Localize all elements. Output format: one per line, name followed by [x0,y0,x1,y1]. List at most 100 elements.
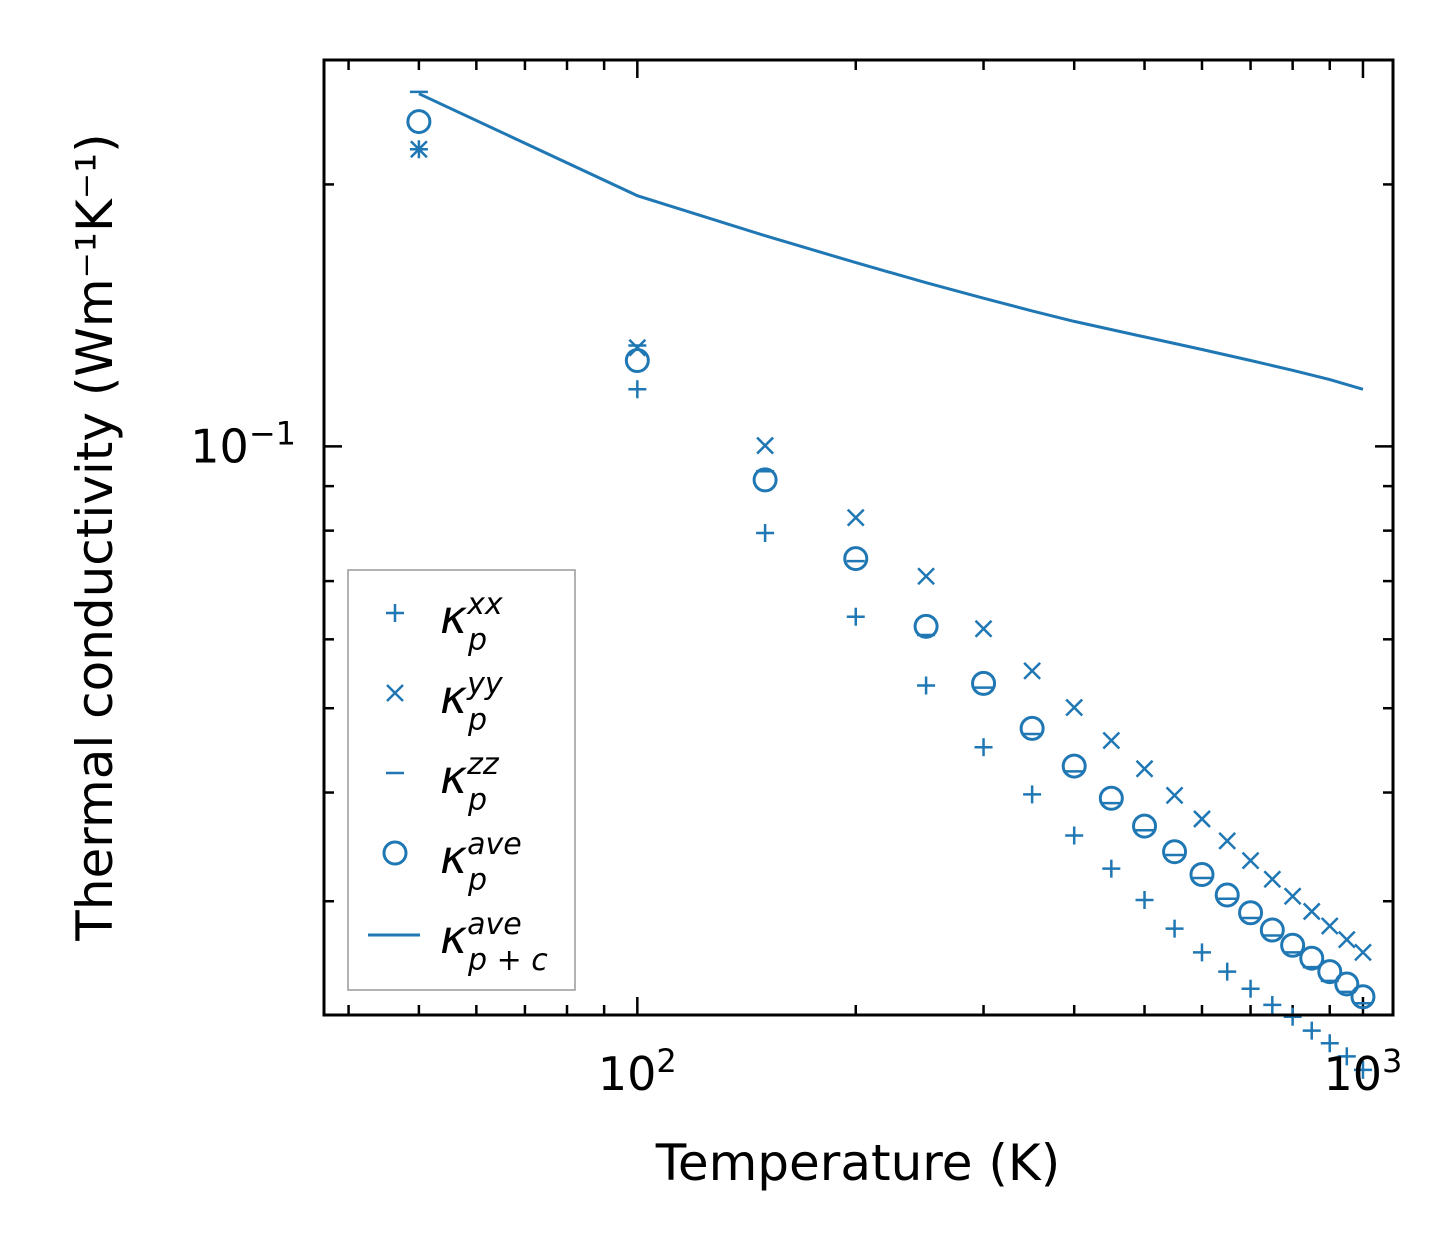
series-kappa_p^ave [406,109,1376,1010]
data-point [974,738,993,757]
data-point [1302,902,1321,921]
x-stroke-2 [628,338,647,357]
x-stroke-2 [974,619,993,638]
x-stroke-2 [410,140,428,159]
x-stroke-2 [1102,731,1121,750]
legend-label: κave p [440,827,522,898]
x-stroke-2 [1302,902,1321,921]
legend-frame [347,569,576,991]
data-point [1263,995,1282,1014]
data-point [410,140,428,159]
data-point [1337,1047,1356,1066]
x-stroke-2 [1065,698,1084,717]
legend-marker [382,840,408,866]
data-point [1065,826,1084,845]
x-stroke-2 [1320,917,1339,935]
data-point [1334,971,1360,997]
legend-marker [386,604,404,622]
data-point [1135,759,1154,778]
data-point [1098,785,1124,811]
data-point [756,524,775,543]
legend-label: κyy p [440,667,504,738]
data-point [917,676,936,695]
x-stroke-2 [1193,810,1211,828]
data-point [1337,930,1356,949]
legend-entry-kappa_p^xx: κxx p [386,587,503,658]
data-point [1023,661,1042,680]
x-stroke-2 [1165,786,1184,805]
data-point [1354,943,1372,962]
data-point [913,613,939,639]
data-point [756,436,774,455]
data-point [1238,900,1264,926]
data-point [1263,870,1282,889]
x-stroke-2 [1218,831,1237,850]
data-point [1189,861,1215,887]
data-point [1193,810,1211,828]
axis-ticks [324,60,1393,1015]
data-point [1165,919,1184,938]
data-point [1317,959,1343,985]
x-stroke-2 [1354,943,1372,962]
data-point [1192,943,1211,962]
legend: κxx p κyy p κzz p κave p κave p + c [347,569,576,991]
x-stroke-2 [1263,870,1282,889]
data-point [1283,1007,1302,1026]
data-point [1302,1021,1321,1040]
series-kappa_p^yy [410,140,1372,962]
data-point [1132,813,1158,839]
data-point [752,467,778,493]
data-point [1350,984,1376,1010]
data-point [846,607,865,626]
data-point [917,567,935,586]
data-point [1061,753,1087,779]
x-stroke-2 [1337,930,1356,949]
x-stroke-2 [1135,759,1154,778]
data-point [1214,882,1240,908]
data-point [843,546,869,572]
data-point [1280,932,1306,958]
data-point [1283,887,1302,906]
x-stroke-2 [846,508,865,527]
data-point [628,380,647,399]
data-point [628,338,647,357]
data-point [1320,1034,1339,1053]
legend-label: κave p + c [440,907,548,978]
legend-label: κzz p [440,747,500,818]
data-point [1320,917,1339,935]
x-axis-label: Temperature (K) [655,1134,1060,1192]
data-point [1102,859,1121,878]
data-point [1135,890,1154,909]
data-point [1241,979,1260,998]
data-point [1165,786,1184,805]
legend-entry-kappa_p^zz: κzz p [386,747,500,818]
x-stroke-2 [917,567,935,586]
data-point [1019,715,1045,741]
data-point [1241,851,1260,870]
data-point [1353,1060,1372,1079]
x-stroke-2 [386,684,404,702]
series-line [418,92,1364,391]
plot-frame [322,58,1395,1017]
legend-label: κxx p [440,587,503,658]
data-point [1218,831,1237,850]
series-kappa_p+c^ave [418,92,1364,391]
legend-entry-kappa_p^yy: κyy p [386,667,504,738]
legend-entry-kappa_p^ave: κave p [382,827,522,898]
data-point [1162,839,1188,865]
data-point [971,670,997,696]
legend-marker [386,684,404,702]
x-stroke-2 [756,436,774,455]
data-point [624,348,650,374]
data-point [1102,731,1121,750]
x-stroke-2 [1023,661,1042,680]
data-point [1259,917,1285,943]
data-point [1218,962,1237,981]
plot-area [406,90,1376,1079]
data-point [974,619,993,638]
data-point [1065,698,1084,717]
data-point [1023,785,1042,804]
data-point [846,508,865,527]
legend-entry-kappa_p+c^ave: κave p + c [368,907,548,978]
